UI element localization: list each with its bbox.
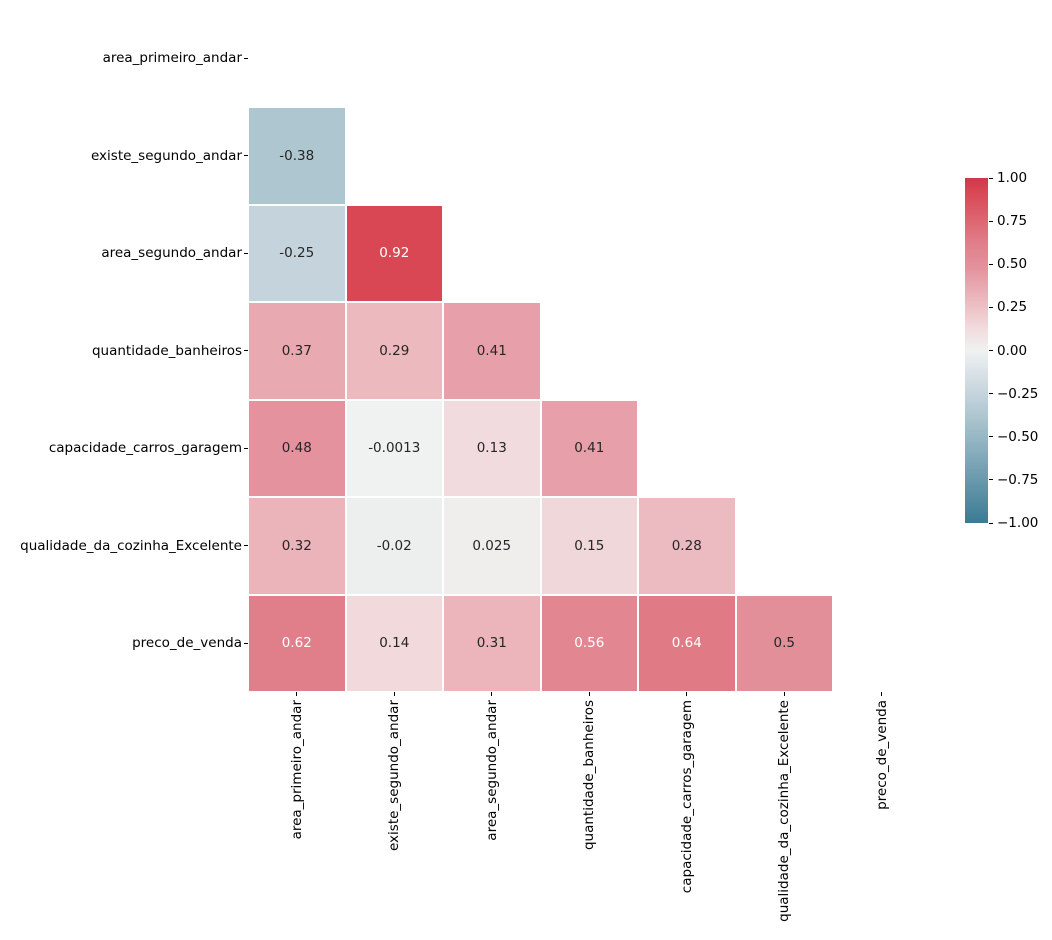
x-tick-label: preco_de_venda: [873, 700, 890, 810]
y-tick-mark: [244, 155, 248, 157]
heatmap-cell: -0.25: [248, 204, 346, 302]
y-tick-mark: [244, 642, 248, 644]
y-tick-mark: [244, 57, 248, 59]
heatmap-cell: 0.32: [248, 497, 346, 595]
colorbar-tick-mark: [989, 393, 993, 395]
heatmap-cell: 0.41: [540, 399, 638, 497]
y-tick-mark: [244, 252, 248, 254]
y-tick-mark: [244, 447, 248, 449]
colorbar-tick-mark: [989, 436, 993, 438]
colorbar-tick-mark: [989, 306, 993, 308]
x-tick-label: area_segundo_andar: [483, 700, 500, 841]
colorbar-tick-label: −0.50: [997, 428, 1039, 445]
x-tick-label: area_primeiro_andar: [288, 700, 305, 840]
colorbar-tick-label: 0.50: [997, 256, 1028, 273]
heatmap-cell: 0.37: [248, 302, 346, 400]
heatmap-cell: 0.14: [345, 594, 443, 692]
colorbar-tick-mark: [989, 350, 993, 351]
heatmap-cell: -0.02: [345, 497, 443, 595]
heatmap-cell: 0.13: [443, 399, 541, 497]
heatmap-cell: 0.48: [248, 399, 346, 497]
colorbar-tick-label: −0.75: [997, 471, 1039, 488]
x-tick-mark: [393, 692, 395, 696]
heatmap-cell: 0.56: [540, 594, 638, 692]
x-tick-mark: [881, 692, 883, 696]
colorbar-tick-mark: [989, 220, 993, 222]
heatmap-cell: -0.0013: [345, 399, 443, 497]
y-tick-mark: [244, 545, 248, 547]
colorbar-tick-label: 0.00: [997, 342, 1028, 359]
colorbar-tick-mark: [989, 522, 993, 524]
y-tick-label: preco_de_venda: [132, 635, 242, 652]
colorbar-tick-mark: [989, 479, 993, 481]
y-tick-label: capacidade_carros_garagem: [48, 440, 242, 457]
colorbar-tick-label: 0.25: [997, 299, 1028, 316]
colorbar-tick-mark: [989, 177, 993, 179]
colorbar-tick-label: 1.00: [997, 170, 1028, 186]
x-tick-mark: [686, 692, 688, 696]
y-tick-label: quantidade_banheiros: [91, 342, 242, 359]
x-tick-label: qualidade_da_cozinha_Excelente: [776, 700, 793, 922]
colorbar: [965, 178, 988, 523]
heatmap-cell: 0.62: [248, 594, 346, 692]
x-tick-label: existe_segundo_andar: [386, 700, 403, 852]
heatmap-cell: 0.29: [345, 302, 443, 400]
heatmap-cell: 0.15: [540, 497, 638, 595]
x-tick-mark: [783, 692, 785, 696]
colorbar-tick-label: 0.75: [997, 213, 1028, 230]
x-tick-mark: [588, 692, 590, 696]
colorbar-tick-label: −0.25: [997, 385, 1039, 402]
heatmap-cell: 0.64: [638, 594, 736, 692]
x-tick-label: capacidade_carros_garagem: [678, 700, 695, 894]
heatmap-cell: 0.28: [638, 497, 736, 595]
x-tick-mark: [491, 692, 493, 696]
colorbar-tick-mark: [989, 263, 993, 265]
y-tick-mark: [244, 350, 248, 352]
y-tick-label: existe_segundo_andar: [90, 147, 242, 164]
y-tick-label: area_primeiro_andar: [102, 50, 242, 67]
y-tick-label: qualidade_da_cozinha_Excelente: [20, 537, 242, 554]
heatmap-cell: 0.5: [735, 594, 833, 692]
heatmap-cell: 0.31: [443, 594, 541, 692]
heatmap-cell: 0.92: [345, 204, 443, 302]
colorbar-tick-label: −1.00: [997, 515, 1039, 531]
heatmap-cell: 0.41: [443, 302, 541, 400]
y-tick-label: area_segundo_andar: [101, 245, 242, 262]
x-tick-mark: [296, 692, 298, 696]
heatmap-cell: 0.025: [443, 497, 541, 595]
x-tick-label: quantidade_banheiros: [581, 700, 598, 851]
heatmap-cell: -0.38: [248, 107, 346, 205]
